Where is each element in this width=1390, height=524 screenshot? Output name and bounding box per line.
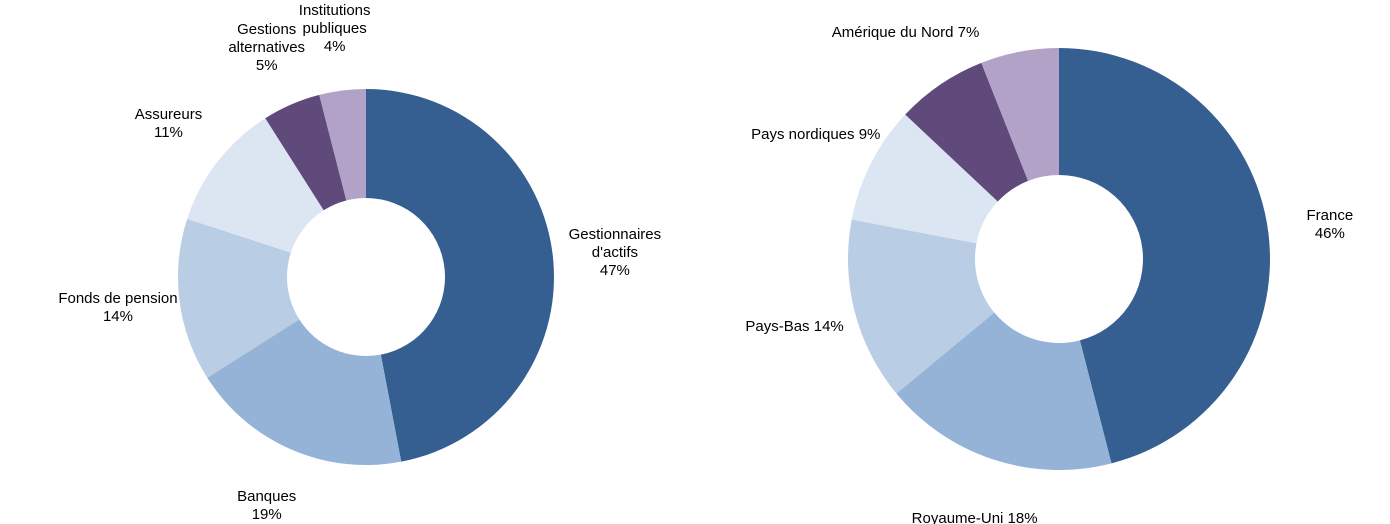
category-label: Gestionnaires d'actifs	[568, 226, 662, 262]
slice-label: Royaume-Uni 18%	[912, 510, 1038, 524]
donut-slice	[178, 218, 300, 378]
donut-slice	[207, 319, 402, 466]
category-label: Banques	[237, 488, 297, 506]
value-label: 19%	[251, 506, 282, 524]
value-label: 47%	[599, 262, 630, 280]
slice-label: France 46%	[1300, 207, 1360, 243]
value-label: 7%	[957, 24, 980, 42]
slice-label: Fonds de pension 14%	[58, 290, 178, 326]
value-label: 9%	[858, 126, 881, 144]
slice-label: Institutions publiques 4%	[275, 2, 395, 56]
donut-slice	[851, 114, 998, 244]
category-label: Royaume-Uni	[911, 509, 1004, 524]
category-label: Assureurs	[134, 105, 203, 123]
value-label: 18%	[1007, 509, 1038, 524]
value-label: 14%	[813, 317, 844, 335]
slice-label: Gestions alternatives 5%	[207, 21, 327, 75]
category-label: Amérique du Nord	[831, 24, 954, 42]
donut-slice	[265, 94, 347, 211]
value-label: 5%	[255, 56, 278, 74]
category-label: Fonds de pension	[58, 290, 178, 308]
donut-slice	[1059, 48, 1270, 464]
category-label: France	[1306, 206, 1354, 224]
category-label: Pays-Bas	[745, 317, 810, 335]
value-label: 46%	[1314, 224, 1345, 242]
donut-slice	[366, 89, 555, 462]
donut-slice	[905, 62, 1029, 202]
donut-slice	[981, 48, 1059, 181]
donut-slice	[319, 89, 366, 201]
slice-label: Pays nordiques 9%	[751, 126, 880, 144]
slice-label: Banques 19%	[207, 488, 327, 524]
category-label: Gestions alternatives	[228, 20, 306, 56]
slice-label: Gestionnaires d'actifs 47%	[555, 226, 675, 280]
value-label: 14%	[102, 308, 133, 326]
donut-slice	[896, 312, 1112, 471]
donut-slice	[187, 118, 324, 253]
donut-slice	[847, 219, 995, 394]
value-label: 4%	[323, 37, 346, 55]
category-label: Institutions publiques	[298, 1, 371, 37]
value-label: 11%	[153, 123, 183, 141]
category-label: Pays nordiques	[751, 126, 855, 144]
slice-label: Assureurs 11%	[108, 106, 228, 142]
slice-label: Amérique du Nord 7%	[832, 24, 980, 42]
slice-label: Pays-Bas 14%	[745, 318, 843, 336]
